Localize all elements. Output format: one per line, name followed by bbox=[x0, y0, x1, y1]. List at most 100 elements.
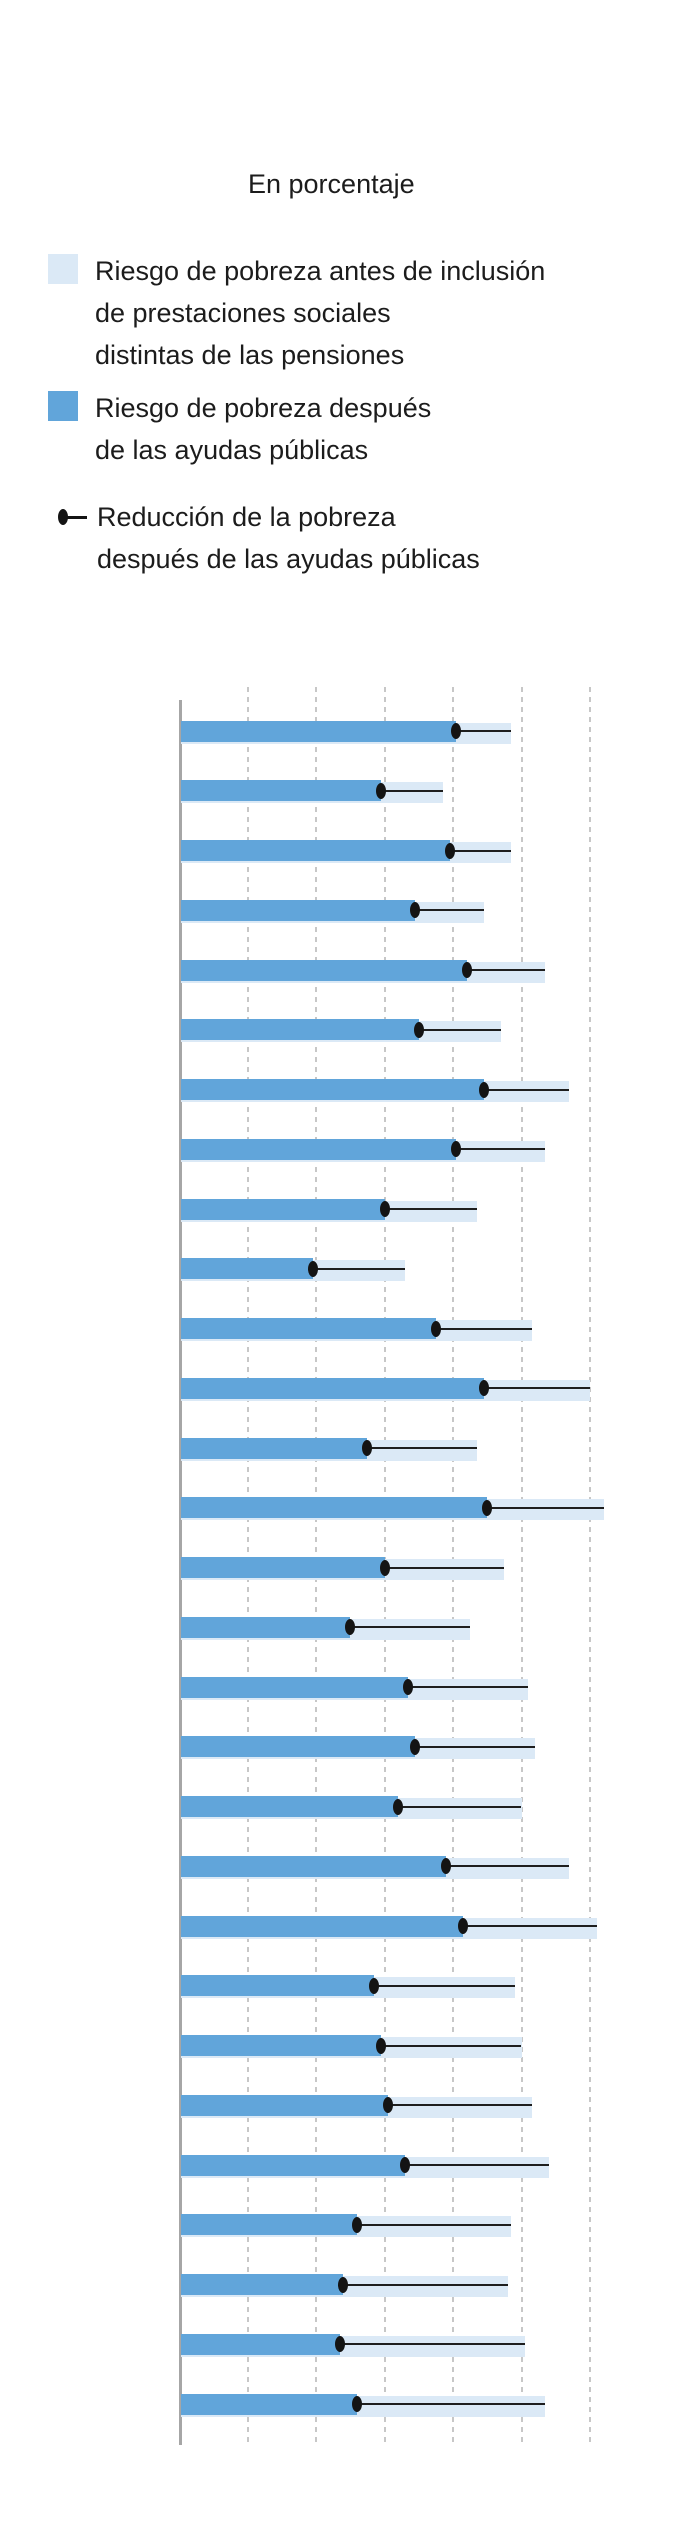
bar-after-transfers bbox=[181, 1258, 313, 1280]
reduction-dot bbox=[379, 1201, 390, 1217]
reduction-dot bbox=[478, 1081, 489, 1098]
legend-swatch-after-icon bbox=[48, 391, 78, 421]
reduction-line bbox=[456, 1148, 546, 1151]
bar-after-transfers bbox=[181, 1437, 368, 1459]
gridline bbox=[589, 687, 591, 2445]
reduction-line bbox=[384, 1208, 477, 1210]
reduction-line bbox=[466, 969, 546, 971]
reduction-line bbox=[446, 1865, 570, 1868]
reduction-dot bbox=[441, 1858, 452, 1875]
reduction-dot bbox=[362, 1440, 373, 1456]
reduction-dot bbox=[478, 1380, 489, 1397]
reduction-line bbox=[343, 2283, 508, 2286]
reduction-dot bbox=[451, 1141, 462, 1158]
reduction-line bbox=[350, 1626, 471, 1629]
bar-after-transfers bbox=[181, 720, 457, 742]
bar-after-transfers bbox=[181, 1796, 399, 1817]
reduction-dot bbox=[461, 962, 472, 978]
bar-after-transfers bbox=[181, 2094, 388, 2116]
bar-after-transfers bbox=[181, 1557, 385, 1578]
legend-label-after: Riesgo de pobreza después de las ayudas … bbox=[95, 393, 432, 465]
reduction-line bbox=[374, 1984, 515, 1987]
reduction-line bbox=[384, 1566, 505, 1569]
reduction-dot bbox=[376, 2037, 387, 2054]
reduction-dot bbox=[400, 2157, 411, 2173]
reduction-line bbox=[312, 1267, 406, 1270]
bar-after-transfers bbox=[181, 1676, 409, 1698]
dot-line-marker-icon bbox=[48, 496, 97, 538]
reduction-dot bbox=[393, 1798, 404, 1815]
reduction-line bbox=[415, 909, 484, 912]
bar-after-transfers bbox=[181, 840, 450, 861]
bar-after-transfers bbox=[181, 1497, 488, 1519]
reduction-line bbox=[398, 1805, 522, 1808]
reduction-line bbox=[339, 2343, 525, 2346]
bar-after-transfers bbox=[181, 1079, 484, 1100]
bar-after-transfers bbox=[181, 2035, 382, 2056]
reduction-dot bbox=[352, 2216, 363, 2233]
reduction-dot bbox=[403, 1679, 414, 1695]
reduction-dot bbox=[451, 723, 462, 739]
bar-after-transfers bbox=[181, 1975, 375, 1997]
chart-plot bbox=[179, 687, 700, 2445]
bar-after-transfers bbox=[181, 899, 416, 921]
reduction-dot bbox=[352, 2396, 363, 2412]
bar-after-transfers bbox=[181, 1198, 385, 1220]
bar-after-transfers bbox=[181, 959, 467, 981]
reduction-dot bbox=[413, 1021, 424, 1038]
legend-item-reduction: Reducción de la pobreza después de las a… bbox=[48, 496, 480, 580]
reduction-dot bbox=[307, 1260, 318, 1277]
reduction-line bbox=[415, 1745, 536, 1748]
y-axis-line bbox=[179, 700, 182, 2445]
bar-after-transfers bbox=[181, 1019, 419, 1041]
legend-item-before-transfers: Riesgo de pobreza antes de inclusión de … bbox=[48, 250, 545, 376]
bar-after-transfers bbox=[181, 1377, 484, 1399]
legend-label-before: Riesgo de pobreza antes de inclusión de … bbox=[95, 256, 546, 370]
reduction-line bbox=[435, 1327, 532, 1330]
reduction-line bbox=[449, 849, 512, 852]
legend-label-reduction: Reducción de la pobreza después de las a… bbox=[97, 502, 480, 574]
reduction-dot bbox=[430, 1320, 441, 1337]
bar-after-transfers bbox=[181, 2393, 358, 2415]
legend-swatch-before-icon bbox=[48, 254, 78, 284]
bar-after-transfers bbox=[181, 1736, 416, 1758]
reduction-dot bbox=[410, 902, 421, 919]
reduction-line bbox=[405, 2164, 549, 2166]
reduction-dot bbox=[458, 1918, 469, 1934]
reduction-line bbox=[387, 2104, 532, 2107]
reduction-line bbox=[381, 2044, 522, 2047]
chart-title: En porcentaje bbox=[248, 169, 415, 199]
reduction-dot bbox=[379, 1559, 390, 1576]
reduction-line bbox=[408, 1686, 529, 1688]
reduction-line bbox=[483, 1088, 570, 1091]
bar-after-transfers bbox=[181, 2154, 406, 2176]
reduction-line bbox=[357, 2403, 546, 2405]
reduction-dot bbox=[444, 842, 455, 859]
reduction-dot bbox=[482, 1499, 493, 1516]
bar-after-transfers bbox=[181, 780, 382, 802]
reduction-line bbox=[367, 1447, 477, 1449]
reduction-dot bbox=[345, 1619, 356, 1636]
bar-after-transfers bbox=[181, 1616, 351, 1638]
reduction-line bbox=[381, 789, 443, 792]
bar-after-transfers bbox=[181, 1138, 457, 1160]
reduction-dot bbox=[369, 1977, 380, 1994]
bar-after-transfers bbox=[181, 1318, 436, 1339]
bar-after-transfers bbox=[181, 2214, 358, 2236]
reduction-line bbox=[456, 730, 512, 732]
reduction-dot bbox=[376, 782, 387, 799]
reduction-dot bbox=[334, 2336, 345, 2353]
bar-after-transfers bbox=[181, 1855, 447, 1877]
reduction-line bbox=[463, 1925, 597, 1927]
reduction-line bbox=[418, 1028, 501, 1031]
reduction-dot bbox=[410, 1738, 421, 1755]
reduction-line bbox=[483, 1387, 590, 1390]
legend-item-after-transfers: Riesgo de pobreza después de las ayudas … bbox=[48, 387, 431, 471]
bar-after-transfers bbox=[181, 2274, 344, 2295]
reduction-line bbox=[487, 1506, 604, 1509]
reduction-dot bbox=[338, 2276, 349, 2293]
reduction-line bbox=[357, 2223, 512, 2226]
bar-after-transfers bbox=[181, 2333, 340, 2355]
bar-after-transfers bbox=[181, 1915, 464, 1937]
gridline bbox=[520, 687, 523, 2445]
